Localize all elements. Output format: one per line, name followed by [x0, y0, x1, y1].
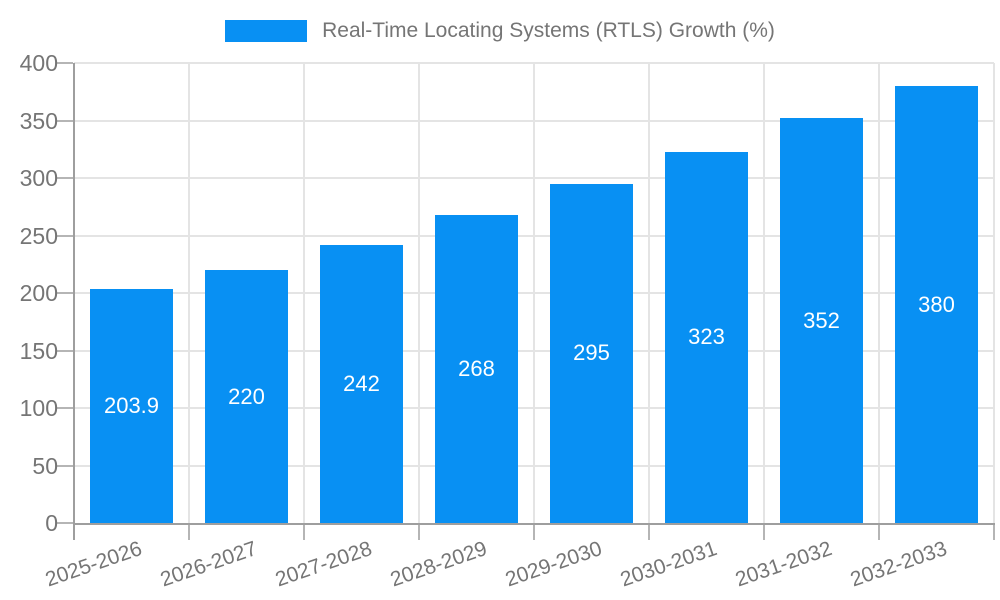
bar-value-label: 242 [343, 370, 380, 396]
y-tick-mark [57, 62, 73, 64]
legend-label: Real-Time Locating Systems (RTLS) Growth… [322, 19, 775, 42]
y-tick-mark [57, 349, 73, 352]
y-tick-mark [57, 234, 73, 237]
x-tick-label: 2032-2033 [847, 537, 950, 592]
legend-swatch [225, 20, 308, 42]
chart-legend: Real-Time Locating Systems (RTLS) Growth… [0, 12, 1000, 50]
x-tick-mark [763, 525, 765, 540]
x-tick-label: 2029-2030 [502, 537, 605, 592]
bar: 268 [435, 214, 518, 523]
v-gridline [878, 63, 880, 523]
x-tick-label: 2028-2029 [387, 537, 490, 592]
y-tick-label: 350 [19, 107, 58, 134]
y-tick-label: 100 [19, 395, 58, 421]
y-tick-label: 50 [32, 452, 58, 479]
v-gridline [188, 63, 190, 523]
bar-value-label: 203.9 [103, 392, 160, 418]
x-tick-mark [648, 525, 650, 540]
bar: 220 [205, 270, 288, 523]
x-tick-mark [73, 525, 75, 540]
x-tick-label: 2031-2032 [732, 537, 835, 592]
x-tick-label: 2026-2027 [157, 537, 260, 592]
y-tick-label: 250 [19, 222, 58, 249]
x-tick-mark [418, 525, 420, 540]
bar-value-label: 352 [803, 307, 840, 333]
y-tick-label: 400 [19, 50, 58, 76]
y-tick-mark [57, 292, 73, 294]
v-gridline [993, 63, 995, 523]
x-tick-label: 2027-2028 [272, 537, 375, 592]
v-gridline [648, 63, 650, 523]
bar: 323 [665, 151, 748, 523]
x-tick-mark [303, 525, 305, 540]
y-axis-line [73, 63, 75, 525]
x-tick-mark [993, 525, 995, 540]
bar-value-label: 295 [573, 340, 610, 366]
y-tick-label: 0 [45, 510, 58, 536]
x-tick-mark [533, 525, 535, 540]
x-tick-mark [878, 525, 880, 540]
bar-value-label: 323 [688, 324, 725, 350]
y-tick-mark [57, 522, 73, 524]
v-gridline [303, 63, 305, 523]
y-tick-mark [57, 407, 73, 409]
y-tick-label: 150 [19, 337, 58, 364]
bar-value-label: 380 [918, 291, 955, 317]
x-tick-mark [188, 525, 190, 540]
bar: 203.9 [90, 288, 173, 523]
bar-value-label: 268 [458, 355, 495, 381]
v-gridline [763, 63, 765, 523]
x-axis-line [73, 523, 995, 525]
y-tick-mark [57, 119, 73, 122]
bar: 242 [320, 244, 403, 523]
bar: 380 [895, 86, 978, 523]
v-gridline [533, 63, 535, 523]
bar: 352 [780, 118, 863, 523]
bar: 295 [550, 183, 633, 523]
y-tick-label: 200 [19, 280, 58, 306]
y-tick-mark [57, 464, 73, 467]
x-tick-label: 2030-2031 [617, 537, 720, 592]
y-tick-mark [57, 177, 73, 179]
v-gridline [418, 63, 420, 523]
x-tick-label: 2025-2026 [42, 537, 145, 592]
bar-value-label: 220 [228, 383, 265, 409]
y-tick-label: 300 [19, 165, 58, 191]
